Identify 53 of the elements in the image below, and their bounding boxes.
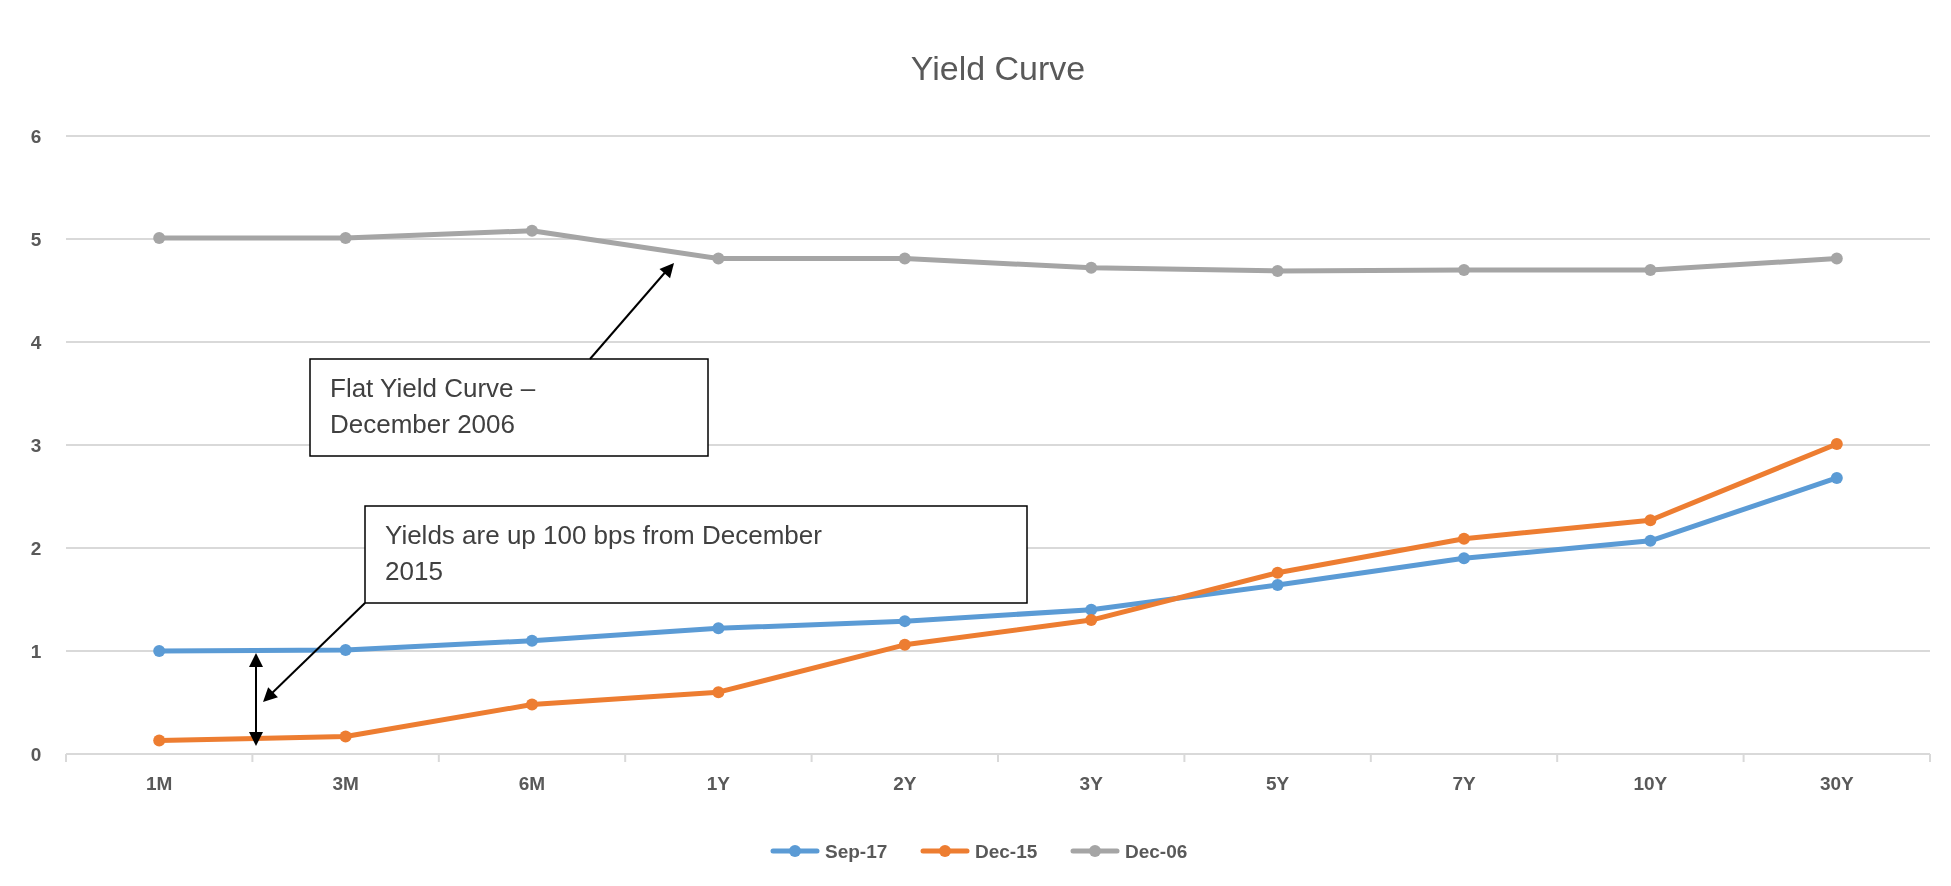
point xyxy=(1830,252,1843,265)
point xyxy=(898,252,911,265)
point xyxy=(1085,603,1098,616)
annotation: Yields are up 100 bps from December 2015 xyxy=(385,520,823,586)
point xyxy=(1085,614,1098,627)
point xyxy=(153,645,166,657)
point xyxy=(526,698,538,711)
x-tick-label: 1M xyxy=(146,773,173,794)
y-tick-label: 2 xyxy=(30,537,42,559)
point xyxy=(1830,437,1843,450)
point xyxy=(712,622,725,635)
y-tick-label: 5 xyxy=(30,228,42,250)
point xyxy=(1830,471,1843,484)
point xyxy=(526,224,538,237)
y-tick-label: 0 xyxy=(30,743,42,765)
point xyxy=(712,686,725,699)
point xyxy=(1271,579,1284,592)
x-tick-label: 10Y xyxy=(1633,773,1668,794)
point xyxy=(153,231,166,244)
point xyxy=(339,231,352,244)
annotation: Flat Yield Curve – December 2006 xyxy=(330,373,536,439)
legend-label: Dec-15 xyxy=(975,840,1038,862)
y-tick-label: 3 xyxy=(30,434,42,456)
point xyxy=(526,634,538,647)
point xyxy=(1085,261,1098,274)
point xyxy=(339,643,352,656)
point xyxy=(1271,264,1284,277)
y-tick-label: 6 xyxy=(30,125,42,147)
point xyxy=(1458,532,1470,545)
point xyxy=(153,734,166,747)
x-tick-label: 5Y xyxy=(1265,773,1290,794)
point xyxy=(898,615,911,628)
x-tick-label: 7Y xyxy=(1452,773,1476,794)
point xyxy=(1644,534,1657,547)
point xyxy=(712,252,725,265)
y-tick-label: 1 xyxy=(30,640,42,662)
point xyxy=(898,638,911,651)
chart-title: Yield Curve xyxy=(910,49,1086,87)
point xyxy=(339,730,352,743)
point xyxy=(1458,552,1470,565)
x-tick-label: 2Y xyxy=(893,773,917,794)
x-tick-label: 6M xyxy=(518,773,546,794)
point xyxy=(1644,514,1657,527)
point xyxy=(1644,263,1657,276)
x-tick-label: 1Y xyxy=(706,773,731,794)
x-tick-label: 30Y xyxy=(1819,773,1855,794)
legend-label: Sep-17 xyxy=(825,840,888,862)
legend-label: Dec-06 xyxy=(1125,840,1188,862)
x-tick-label: 3Y xyxy=(1079,773,1104,794)
x-tick-label: 3M xyxy=(332,773,359,794)
y-tick-label: 4 xyxy=(30,331,42,353)
point xyxy=(1271,566,1284,579)
point xyxy=(1458,263,1470,276)
